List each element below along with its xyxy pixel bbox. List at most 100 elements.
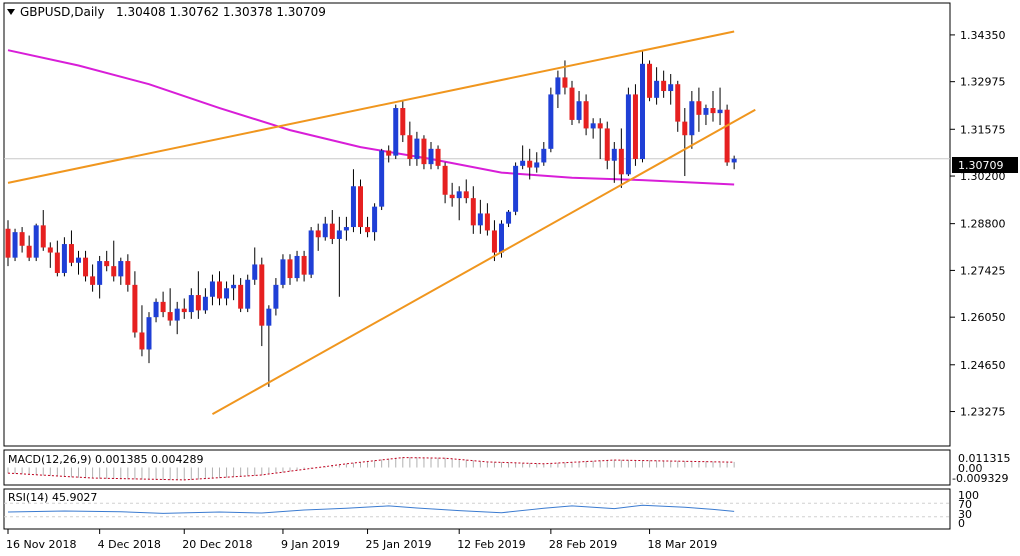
candle-body-down xyxy=(125,261,131,285)
lower-trendline xyxy=(211,108,756,415)
y-tick-label: 1.27425 xyxy=(960,264,1006,277)
trendline-layer xyxy=(7,30,756,415)
candle-body-up xyxy=(322,223,328,238)
candle-body-up xyxy=(343,227,349,231)
candle-body-up xyxy=(252,264,258,280)
candle-body-down xyxy=(329,223,335,239)
candle-body-up xyxy=(188,295,194,313)
rsi-line xyxy=(7,504,735,514)
candle-body-down xyxy=(181,308,187,313)
candle-body-up xyxy=(513,165,519,212)
candle-body-up xyxy=(97,261,103,285)
candle-body-down xyxy=(386,150,392,156)
candle-body-up xyxy=(336,230,342,239)
ohlc-values: 1.30408 1.30762 1.30378 1.30709 xyxy=(116,5,326,19)
x-tick-label: 18 Mar 2019 xyxy=(648,538,718,551)
candle-body-down xyxy=(604,128,610,161)
candle-body-down xyxy=(583,101,589,129)
macd-tick-bottom: -0.009329 xyxy=(952,472,1008,485)
candle-body-up xyxy=(477,213,483,226)
candle-body-up xyxy=(174,308,180,321)
candle-body-down xyxy=(597,123,603,129)
y-tick-label: 1.32975 xyxy=(960,76,1006,89)
y-tick-label: 1.26050 xyxy=(960,311,1006,324)
candle-body-down xyxy=(26,245,32,258)
x-tick-label: 20 Dec 2018 xyxy=(182,538,252,551)
candle-body-down xyxy=(365,227,371,233)
rsi-tick-100: 100 xyxy=(958,489,979,502)
x-tick-label: 4 Dec 2018 xyxy=(98,538,161,551)
candle-body-up xyxy=(611,148,617,161)
candle-body-up xyxy=(308,230,314,275)
macd-layer xyxy=(7,457,735,481)
candle-body-up xyxy=(266,308,272,326)
candle-body-up xyxy=(456,191,462,199)
y-axis: 1.34350 1.32975 1.31575 1.30200 1.28800 1.274… xyxy=(950,29,1006,419)
candle-body-up xyxy=(625,94,631,175)
candle-body-up xyxy=(224,288,230,299)
macd-tick-top: 0.011315 xyxy=(958,452,1011,465)
candle-body-down xyxy=(19,232,25,246)
candle-body-down xyxy=(315,230,321,238)
candle-body-down xyxy=(421,138,427,165)
candle-body-down xyxy=(675,84,681,122)
rsi-tick-30: 30 xyxy=(958,508,972,521)
candle-body-up xyxy=(146,317,152,350)
candle-body-up xyxy=(703,108,709,115)
candle-body-up xyxy=(209,281,215,297)
candle-body-up xyxy=(520,160,526,166)
candle-body-down xyxy=(632,94,638,160)
candle-body-up xyxy=(541,148,547,163)
x-tick-label: 25 Jan 2019 xyxy=(366,538,432,551)
candle-body-down xyxy=(160,301,166,313)
candle-body-down xyxy=(562,77,568,88)
candle-body-down xyxy=(40,225,46,248)
candle-body-up xyxy=(717,109,723,114)
x-tick-label: 9 Jan 2019 xyxy=(281,538,340,551)
candle-body-up xyxy=(555,77,561,95)
candle-body-down xyxy=(435,148,441,166)
candle-body-down xyxy=(47,247,53,253)
rsi-panel xyxy=(3,488,951,530)
candle-body-down xyxy=(442,165,448,195)
candle-body-down xyxy=(661,80,667,92)
candle-body-down xyxy=(83,257,89,277)
y-tick-label: 1.31575 xyxy=(960,123,1006,136)
candle-body-down xyxy=(139,332,145,350)
candle-body-up xyxy=(654,80,660,98)
y-tick-label: 1.23275 xyxy=(960,406,1006,419)
y-tick-label: 1.24650 xyxy=(960,359,1006,372)
dropdown-triangle-icon[interactable] xyxy=(7,9,15,15)
candle-body-down xyxy=(647,63,653,98)
candle-body-down xyxy=(484,213,490,231)
x-axis: 16 Nov 2018 4 Dec 2018 20 Dec 2018 9 Jan 20… xyxy=(6,529,717,551)
candle-body-up xyxy=(245,279,251,309)
candle-body-down xyxy=(400,108,406,136)
candle-body-down xyxy=(68,244,74,263)
upper-trendline xyxy=(7,30,735,184)
candle-body-down xyxy=(132,284,138,333)
candle-body-down xyxy=(301,255,307,275)
last-price-badge: 1.30709 xyxy=(952,157,1018,173)
candle-body-up xyxy=(379,150,385,207)
candle-body-up xyxy=(202,296,208,311)
candle-body-down xyxy=(195,295,201,311)
candle-body-down xyxy=(238,284,244,309)
rsi-tick-70: 70 xyxy=(958,498,972,511)
candle-body-up xyxy=(61,244,67,273)
candle-body-down xyxy=(358,186,363,228)
candle-body-up xyxy=(576,101,582,120)
macd-tick-zero: 0.00 xyxy=(958,462,983,475)
candle-body-up xyxy=(640,63,645,160)
candle-body-down xyxy=(470,198,476,226)
candle-body-up xyxy=(118,261,124,277)
candle-body-down xyxy=(217,281,222,299)
candle-body-down xyxy=(5,228,11,258)
last-price-label: 1.30709 xyxy=(958,159,1004,172)
chart-title: GBPUSD,Daily xyxy=(20,5,105,19)
main-panel xyxy=(3,2,951,447)
candle-body-up xyxy=(668,84,674,92)
candle-body-down xyxy=(104,261,110,267)
candle-body-down xyxy=(449,194,455,199)
x-tick-label: 12 Feb 2019 xyxy=(457,538,525,551)
